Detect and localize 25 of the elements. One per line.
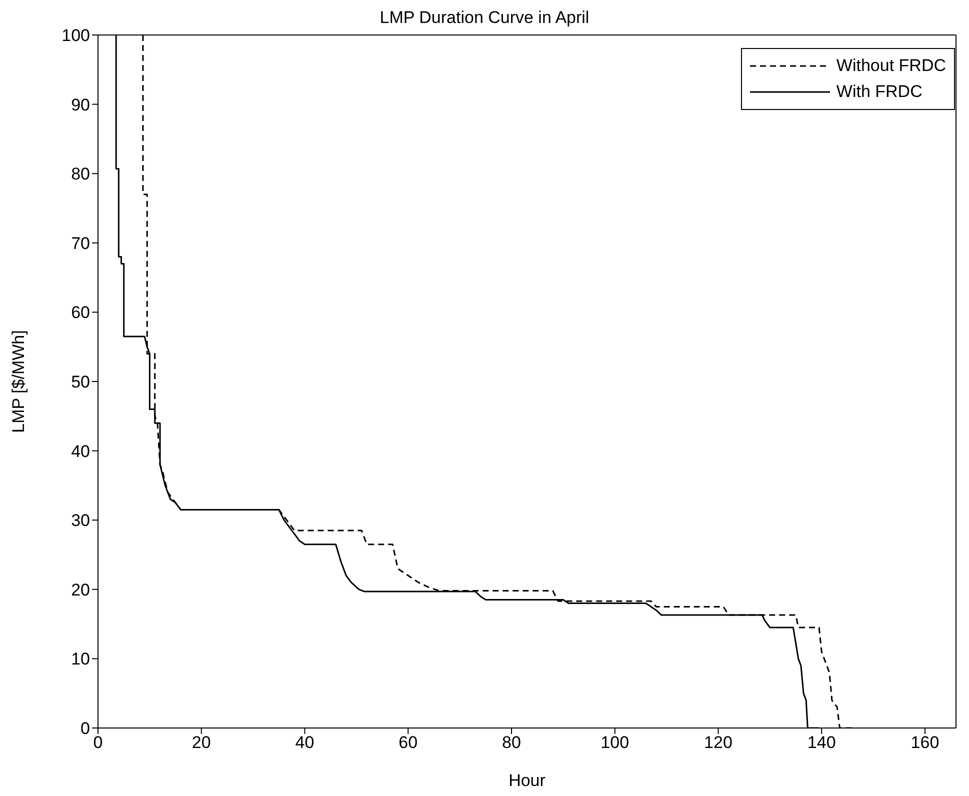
y-tick-label: 40 xyxy=(71,442,90,461)
x-tick-label: 0 xyxy=(93,733,103,752)
y-tick-label: 0 xyxy=(80,719,90,738)
x-axis-title: Hour xyxy=(508,771,546,790)
y-tick-label: 70 xyxy=(71,234,90,253)
y-tick-label: 10 xyxy=(71,650,90,669)
x-tick-label: 20 xyxy=(192,733,211,752)
legend-label: Without FRDC xyxy=(836,56,946,76)
y-tick-label: 90 xyxy=(71,95,90,114)
x-tick-label: 160 xyxy=(910,733,940,752)
x-tick-label: 120 xyxy=(704,733,732,752)
y-tick-label: 100 xyxy=(62,26,90,46)
y-tick-label: 30 xyxy=(71,511,90,530)
x-tick-label: 140 xyxy=(807,733,836,752)
x-tick-label: 100 xyxy=(600,733,630,752)
x-tick-label: 60 xyxy=(398,733,418,752)
chart-title: LMP Duration Curve in April xyxy=(378,8,590,28)
y-tick-label: 60 xyxy=(71,303,90,322)
y-tick-label: 50 xyxy=(71,372,90,392)
x-tick-label: 40 xyxy=(295,733,314,752)
legend-label: With FRDC xyxy=(836,82,922,102)
y-tick-label: 20 xyxy=(71,580,90,600)
y-tick-label: 80 xyxy=(71,164,90,184)
y-axis-title: LMP [$/MWh] xyxy=(9,330,28,433)
x-tick-label: 80 xyxy=(502,733,521,752)
